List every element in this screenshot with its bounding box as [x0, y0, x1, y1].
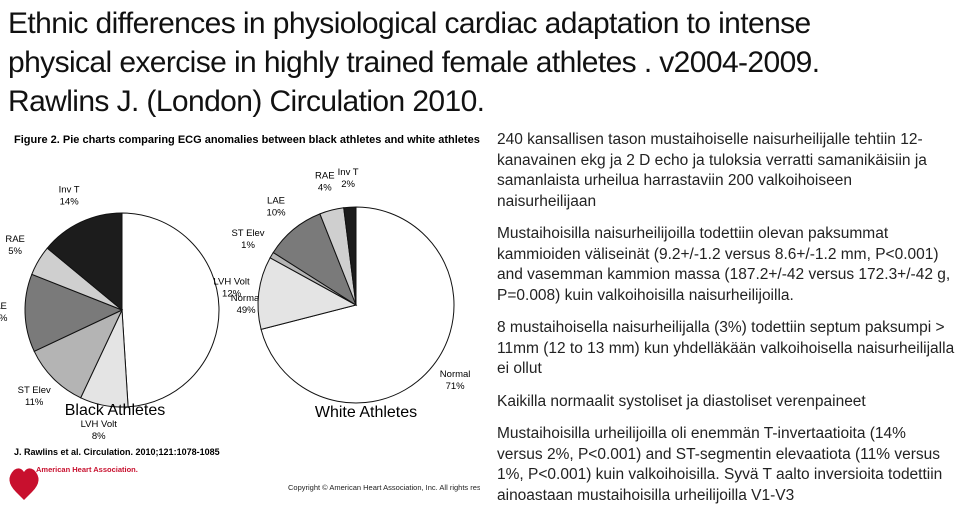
slice-value: 4%	[318, 183, 332, 194]
paragraph: Mustaihoisilla urheilijoilla oli enemmän…	[497, 425, 943, 504]
figure: Figure 2. Pie charts comparing ECG anoma…	[0, 125, 480, 515]
copyright: Copyright © American Heart Association, …	[288, 483, 480, 492]
slice-value: 5%	[8, 246, 22, 257]
slice-label: Normal	[231, 293, 262, 304]
pie-slice	[121, 212, 220, 408]
slice-label: RAE	[5, 234, 25, 245]
slice-value: 14%	[60, 197, 80, 208]
slice-label: LAE	[267, 195, 285, 206]
pie-slice	[260, 206, 455, 404]
slice-label: ST Elev	[231, 228, 264, 239]
slice-value: 8%	[92, 431, 106, 442]
slice-label: LVH Volt	[213, 276, 250, 287]
chart-title: White Athletes	[315, 404, 417, 421]
pie-slice	[33, 308, 124, 399]
paragraph: 240 kansallisen tason mustaihoiselle nai…	[497, 131, 927, 210]
citation: J. Rawlins et al. Circulation. 2010;121:…	[14, 447, 220, 457]
logo-text: American Heart Association.	[36, 465, 138, 474]
chart-title: Black Athletes	[65, 402, 166, 419]
slice-value: 12%	[222, 288, 242, 299]
slice-value: 49%	[237, 305, 257, 316]
slice-value: 11%	[25, 397, 44, 408]
slice-value: 13%	[0, 313, 8, 324]
pie-slice	[343, 206, 357, 306]
slice-value: 71%	[446, 381, 466, 392]
slice-label: LVH Volt	[81, 419, 118, 430]
slice-value: 1%	[241, 240, 255, 251]
slice-value: 10%	[267, 207, 287, 218]
paragraph: Mustaihoisilla naisurheilijoilla todetti…	[497, 225, 951, 304]
slice-value: 2%	[341, 179, 355, 190]
slice-label: LAE	[0, 301, 7, 312]
slice-label: Inv T	[59, 185, 80, 196]
slice-label: Inv T	[338, 167, 359, 178]
slice-label: Normal	[440, 369, 471, 380]
text-column: 240 kansallisen tason mustaihoiselle nai…	[497, 130, 955, 518]
figure-caption: Figure 2. Pie charts comparing ECG anoma…	[14, 134, 480, 146]
pie-slice	[257, 257, 358, 330]
pie-slice	[46, 212, 123, 312]
slice-label: RAE	[315, 171, 335, 182]
slice-label: ST Elev	[18, 385, 51, 396]
paragraph: Kaikilla normaalit systoliset ja diastol…	[497, 392, 866, 410]
paragraph: 8 mustaihoisella naisurheilijalla (3%) t…	[497, 319, 955, 377]
logo-icon	[9, 468, 39, 500]
pie-slice	[24, 273, 124, 352]
slide-title: Ethnic differences in physiological card…	[8, 7, 820, 118]
